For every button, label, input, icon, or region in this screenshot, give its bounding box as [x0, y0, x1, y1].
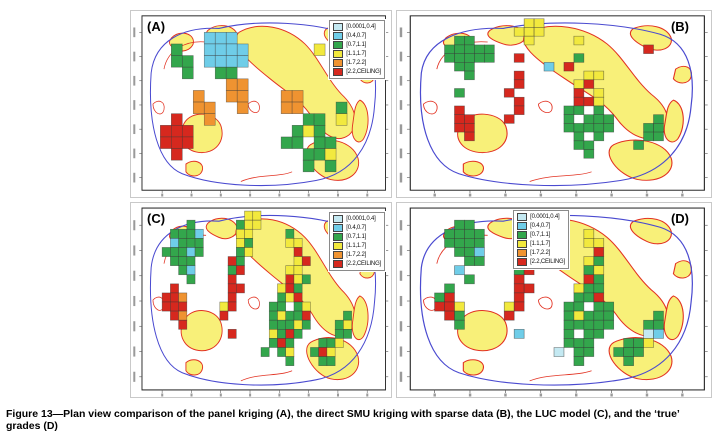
legend-color-chip — [333, 260, 344, 268]
legend-item: [0.4,0.7] — [333, 32, 381, 40]
legend-color-chip — [517, 258, 528, 266]
legend-d: [0.0001,0.4] [0.4,0.7] [0.7,1.1] [1.1,1.… — [513, 210, 569, 269]
legend-color-chip — [517, 222, 528, 230]
legend-item: [1.1,1.7] — [517, 240, 565, 248]
legend-item-label: [0.4,0.7] — [530, 222, 551, 229]
legend-item: [0.7,1.1] — [333, 41, 381, 49]
legend-color-chip — [517, 231, 528, 239]
figure-caption: Figure 13—Plan view comparison of the pa… — [6, 408, 680, 432]
map-b — [399, 15, 708, 197]
legend-color-chip — [333, 41, 344, 49]
legend-item: [1.1,1.7] — [333, 242, 381, 250]
legend-item: [0.4,0.7] — [333, 224, 381, 232]
legend-color-chip — [333, 242, 344, 250]
legend-item-label: [1.7,2.2] — [346, 59, 367, 66]
legend-color-chip — [333, 233, 344, 241]
legend-item-label: [1.1,1.7] — [530, 240, 551, 247]
panel-label-a: (A) — [147, 19, 166, 34]
legend-item-label: [1.1,1.7] — [346, 242, 367, 249]
legend-item-label: [1.7,2.2] — [346, 251, 367, 258]
legend-color-chip — [333, 50, 344, 58]
legend-item-label: [0.4,0.7] — [346, 224, 367, 231]
legend-item: [1.7,2.2] — [333, 59, 381, 67]
legend-color-chip — [333, 59, 344, 67]
legend-item: [0.7,1.1] — [333, 233, 381, 241]
legend-item-label: [0.7,1.1] — [530, 231, 551, 238]
legend-item-label: [0.0001,0.4] — [346, 215, 376, 222]
legend-item: [0.7,1.1] — [517, 231, 565, 239]
panel-b: (B) — [396, 10, 712, 198]
legend-color-chip — [517, 249, 528, 257]
legend-item-label: [0.7,1.1] — [346, 233, 367, 240]
legend-item-label: [0.0001,0.4] — [530, 213, 560, 220]
map-a — [133, 15, 389, 197]
legend-a: [0.0001,0.4] [0.4,0.7] [0.7,1.1] [1.1,1.… — [329, 20, 385, 79]
legend-color-chip — [333, 23, 344, 31]
legend-c: [0.0001,0.4] [0.4,0.7] [0.7,1.1] [1.1,1.… — [329, 212, 385, 271]
legend-color-chip — [333, 224, 344, 232]
legend-item-label: [2.2,CEILING] — [346, 260, 381, 267]
legend-item-label: [1.1,1.7] — [346, 50, 367, 57]
panel-d: (D) [0.0001,0.4] [0.4,0.7] [0.7,1.1] [1.… — [396, 202, 712, 398]
panel-label-c: (C) — [147, 211, 166, 226]
legend-item: [1.7,2.2] — [333, 251, 381, 259]
panel-a: (A) [0.0001,0.4] [0.4,0.7] [0.7,1.1] [1.… — [130, 10, 392, 198]
legend-item: [2.2,CEILING] — [333, 260, 381, 268]
panel-c: (C) [0.0001,0.4] [0.4,0.7] [0.7,1.1] [1.… — [130, 202, 392, 398]
legend-item: [2.2,CEILING] — [517, 258, 565, 266]
legend-color-chip — [333, 251, 344, 259]
legend-color-chip — [333, 32, 344, 40]
figure-13: (A) [0.0001,0.4] [0.4,0.7] [0.7,1.1] [1.… — [130, 10, 712, 398]
legend-item: [2.2,CEILING] — [333, 68, 381, 76]
panel-label-d: (D) — [670, 211, 689, 226]
legend-item: [0.0001,0.4] — [333, 215, 381, 223]
legend-item-label: [2.2,CEILING] — [530, 258, 565, 265]
legend-color-chip — [517, 213, 528, 221]
legend-item-label: [2.2,CEILING] — [346, 68, 381, 75]
legend-color-chip — [333, 68, 344, 76]
legend-item: [1.7,2.2] — [517, 249, 565, 257]
panel-label-b: (B) — [670, 19, 689, 34]
legend-color-chip — [333, 215, 344, 223]
legend-item-label: [0.7,1.1] — [346, 41, 367, 48]
legend-item: [0.4,0.7] — [517, 222, 565, 230]
legend-item-label: [1.7,2.2] — [530, 249, 551, 256]
legend-color-chip — [517, 240, 528, 248]
legend-item: [0.0001,0.4] — [333, 23, 381, 31]
legend-item-label: [0.0001,0.4] — [346, 23, 376, 30]
legend-item-label: [0.4,0.7] — [346, 32, 367, 39]
legend-item: [0.0001,0.4] — [517, 213, 565, 221]
legend-item: [1.1,1.7] — [333, 50, 381, 58]
